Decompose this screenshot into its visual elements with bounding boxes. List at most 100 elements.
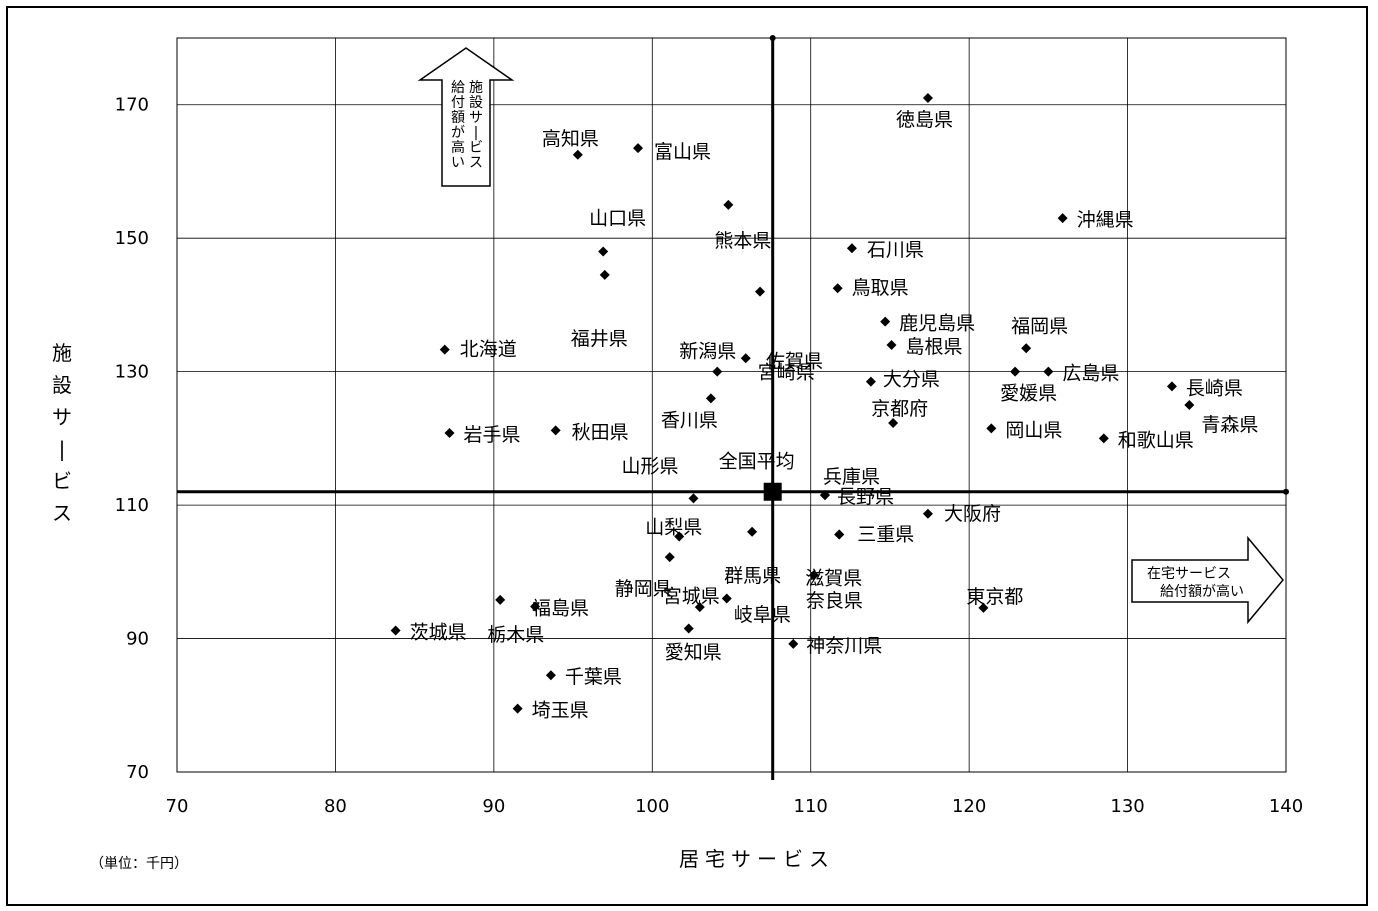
data-point-label: 徳島県 bbox=[896, 109, 953, 131]
data-point-label: 奈良県 bbox=[806, 590, 863, 612]
x-tick-label: 140 bbox=[1269, 796, 1303, 817]
data-point-label: 群馬県 bbox=[724, 565, 781, 587]
data-point-label: 鳥取県 bbox=[852, 277, 909, 299]
grid-lines bbox=[176, 37, 1287, 773]
data-point-marker bbox=[1010, 366, 1021, 377]
x-tick-label: 120 bbox=[952, 796, 986, 817]
data-point-marker bbox=[572, 149, 583, 160]
data-point-marker bbox=[598, 246, 609, 257]
data-point-label: 福井県 bbox=[571, 328, 628, 350]
right-arrow-label-line2: 給付額が高い bbox=[1160, 583, 1244, 600]
average-lines: 全国平均 bbox=[177, 35, 1289, 780]
plot-border bbox=[176, 37, 1287, 773]
data-point-label: 長野県 bbox=[837, 486, 894, 508]
data-point-label: 東京都 bbox=[966, 586, 1023, 608]
data-point-label: 岐阜県 bbox=[734, 604, 791, 626]
data-point-label: 新潟県 bbox=[679, 341, 736, 363]
up-arrow-annotation: 施設サ|ビス給付額が高い bbox=[417, 47, 515, 187]
data-point-marker bbox=[986, 423, 997, 434]
data-point-label: 和歌山県 bbox=[1118, 429, 1194, 451]
data-point-label: 香川県 bbox=[661, 409, 718, 431]
data-point-marker bbox=[747, 526, 758, 537]
data-point-label: 広島県 bbox=[1062, 363, 1119, 385]
data-point-label: 富山県 bbox=[654, 141, 711, 163]
data-point-marker bbox=[599, 269, 610, 280]
right-arrow-label-line1: 在宅サービス bbox=[1147, 566, 1231, 582]
y-tick-label: 70 bbox=[126, 762, 149, 783]
data-point-marker bbox=[819, 490, 830, 501]
data-point-label: 愛媛県 bbox=[1000, 383, 1057, 405]
x-tick-label: 130 bbox=[1110, 796, 1144, 817]
average-line-end bbox=[1283, 488, 1289, 495]
y-tick-label: 110 bbox=[115, 495, 149, 516]
data-point-label: 北海道 bbox=[460, 339, 517, 361]
data-point-marker bbox=[444, 428, 455, 439]
average-label: 全国平均 bbox=[719, 451, 795, 473]
data-point-label: 宮崎県 bbox=[758, 361, 815, 383]
y-axis-title: 施設サ|ビス bbox=[52, 341, 72, 525]
data-point-label: 兵庫県 bbox=[823, 466, 880, 488]
data-point-marker bbox=[550, 425, 561, 436]
data-point-label: 青森県 bbox=[1201, 414, 1258, 436]
x-axis-title: 居宅サービス bbox=[679, 847, 835, 871]
data-point-label: 茨城県 bbox=[410, 622, 467, 644]
x-tick-label: 90 bbox=[482, 796, 505, 817]
data-point-marker bbox=[886, 339, 897, 350]
data-point-label: 山梨県 bbox=[645, 516, 702, 538]
data-point-label: 宮城県 bbox=[663, 586, 720, 608]
data-point-label: 山形県 bbox=[621, 455, 678, 477]
right-arrow-annotation: 在宅サービス 給付額が高い bbox=[1131, 535, 1284, 625]
data-point-marker bbox=[788, 638, 799, 649]
data-points bbox=[390, 93, 1195, 714]
data-point-label: 静岡県 bbox=[615, 578, 672, 600]
unit-note: （単位：千円） bbox=[90, 856, 188, 872]
data-point-marker bbox=[683, 623, 694, 634]
data-point-label: 岡山県 bbox=[1005, 419, 1062, 441]
data-point-label: 滋賀県 bbox=[805, 567, 862, 589]
data-point-marker bbox=[390, 625, 401, 636]
data-point-marker bbox=[688, 493, 699, 504]
data-point-marker bbox=[1057, 213, 1068, 224]
data-point-label: 埼玉県 bbox=[532, 700, 589, 722]
data-point-label: 千葉県 bbox=[565, 666, 622, 688]
x-tick-label: 100 bbox=[635, 796, 669, 817]
data-point-label: 熊本県 bbox=[714, 230, 771, 252]
data-point-marker bbox=[1043, 366, 1054, 377]
data-point-label: 京都府 bbox=[871, 398, 928, 420]
data-point-label: 福島県 bbox=[532, 598, 589, 620]
y-tick-label: 130 bbox=[115, 362, 149, 383]
data-point-marker bbox=[530, 601, 541, 612]
data-point-marker bbox=[740, 353, 751, 364]
data-point-label: 沖縄県 bbox=[1077, 209, 1134, 231]
data-point-label: 三重県 bbox=[857, 523, 914, 545]
chart-frame bbox=[6, 6, 1368, 906]
x-tick-label: 70 bbox=[166, 796, 189, 817]
y-tick-label: 170 bbox=[115, 95, 149, 116]
data-point-marker bbox=[512, 703, 523, 714]
data-point-label: 鹿児島県 bbox=[899, 313, 975, 335]
average-marker bbox=[763, 482, 782, 501]
data-point-marker bbox=[1098, 433, 1109, 444]
data-point-marker bbox=[978, 602, 989, 613]
data-point-marker bbox=[633, 143, 644, 154]
data-point-label: 岩手県 bbox=[463, 424, 520, 446]
data-point-label: 神奈川県 bbox=[806, 635, 882, 657]
data-point-marker bbox=[846, 243, 857, 254]
data-point-marker bbox=[664, 552, 675, 563]
data-point-marker bbox=[888, 418, 899, 429]
y-tick-label: 90 bbox=[126, 629, 149, 650]
data-point-label: 愛知県 bbox=[665, 642, 722, 664]
data-point-marker bbox=[808, 570, 819, 581]
data-point-label: 栃木県 bbox=[487, 624, 544, 646]
data-point-marker bbox=[834, 529, 845, 540]
x-tick-label: 80 bbox=[324, 796, 347, 817]
data-point-marker bbox=[865, 376, 876, 387]
data-point-label: 大分県 bbox=[883, 369, 940, 391]
data-point-marker bbox=[495, 594, 506, 605]
x-tick-label: 110 bbox=[794, 796, 828, 817]
up-arrow-label: 施設サ|ビス給付額が高い bbox=[451, 80, 483, 171]
data-point-marker bbox=[755, 286, 766, 297]
data-point-marker bbox=[922, 508, 933, 519]
